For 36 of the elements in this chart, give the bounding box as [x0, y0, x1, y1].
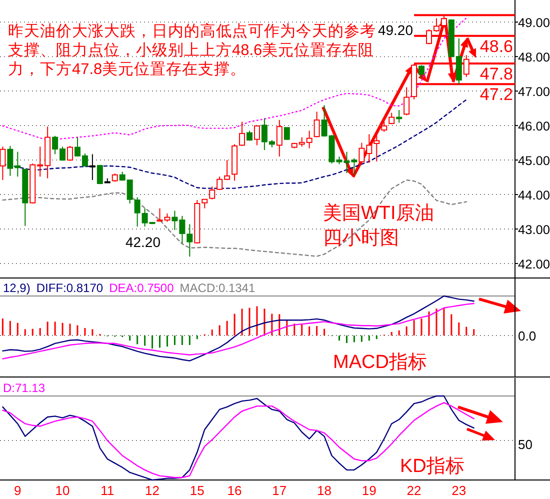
- x-tick-label: 15: [190, 483, 204, 498]
- annotation: 42.20: [125, 234, 161, 250]
- ref-line-label: 0.0: [518, 328, 536, 344]
- ref-line-label: 47.8: [480, 64, 513, 84]
- text: MACD:0.1341: [180, 281, 256, 295]
- x-tick-label: 23: [452, 483, 466, 498]
- y-tick-label: 44.00: [518, 188, 550, 203]
- series-label: D:71.13: [3, 381, 46, 395]
- x-tick-label: 9: [14, 483, 22, 498]
- x-tick-label: 19: [362, 483, 376, 498]
- x-tick-label: 16: [227, 483, 242, 498]
- y-tick-label: 47.00: [518, 84, 550, 100]
- annotation: 49.20: [378, 22, 414, 38]
- x-tick-label: 11: [100, 483, 114, 498]
- annotation: 美国WTI原油: [323, 202, 434, 224]
- x-tick-label: 22: [406, 483, 422, 498]
- x-tick-label: 17: [272, 483, 287, 498]
- y-tick-label: 45.00: [518, 153, 550, 168]
- y-tick-label: 43.00: [518, 222, 550, 238]
- y-tick-label: 42.00: [518, 256, 550, 272]
- text: DIFF:0.8170: [36, 281, 104, 295]
- y-tick-label: 46.00: [518, 118, 550, 134]
- annotation: KD指标: [400, 456, 464, 477]
- text: 12,9): [3, 281, 30, 295]
- annotation: MACD指标: [333, 352, 427, 373]
- ref-line-label: 48.6: [480, 36, 513, 56]
- x-tick-label: 18: [317, 483, 332, 498]
- x-tick-label: 10: [55, 483, 70, 498]
- x-tick-label: 12: [145, 483, 160, 498]
- ref-line-label: 47.2: [480, 85, 513, 104]
- annotation: 昨天油价大涨大跌，日内的高低点可作为今天的参考支撑、阻力点位，小级别上上方48.6美元位置存在阻力，下方47.8美元位置存在支撑。: [8, 22, 376, 78]
- y-tick-label: 48.00: [518, 50, 550, 65]
- text: 50: [518, 437, 532, 452]
- text: DEA:0.7500: [109, 281, 174, 295]
- annotation: 四小时图: [323, 228, 399, 249]
- y-tick-label: 49.00: [518, 15, 550, 30]
